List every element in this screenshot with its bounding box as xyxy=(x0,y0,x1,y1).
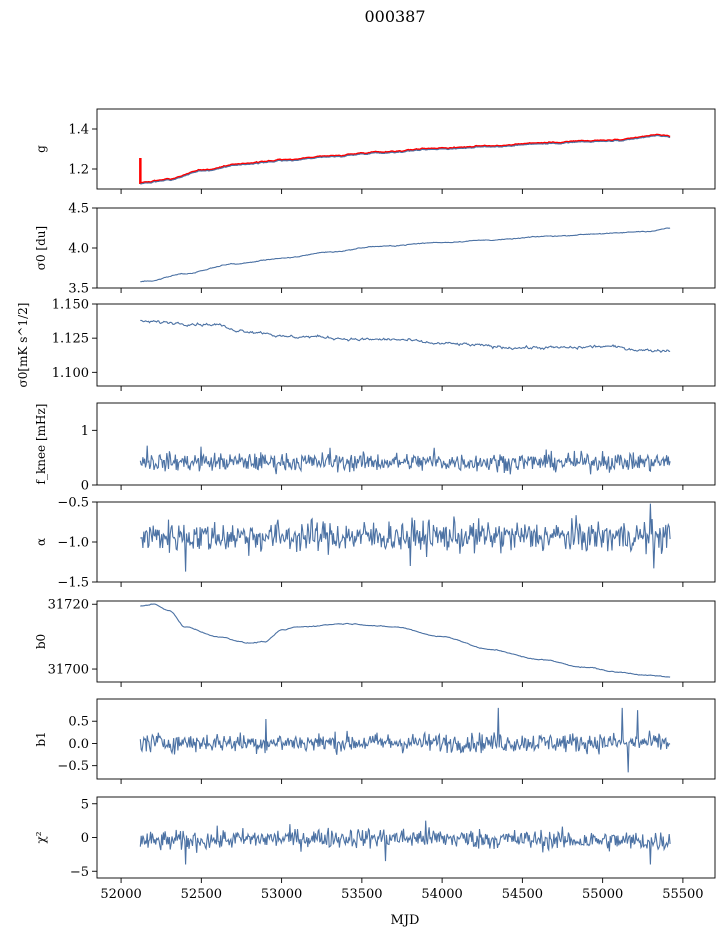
axes-frame-sigma0_du xyxy=(96,207,716,289)
series-alpha xyxy=(140,503,671,572)
axes-frame-g xyxy=(96,108,716,190)
panel-sigma0_du: 3.5 4.0 4.5 σ0 [du] xyxy=(34,202,716,297)
series-g-highlight xyxy=(140,133,671,185)
ytick-label: 1 xyxy=(81,424,89,439)
y-axis-label-g: g xyxy=(34,145,48,153)
y-axis-label-b1: b1 xyxy=(34,731,48,746)
ytick-label: −0.5 xyxy=(57,496,89,511)
y-axis-label-sigma0_mk: σ0[mK s^1/2] xyxy=(16,303,30,388)
axes-frame-chi2 xyxy=(96,796,716,879)
panel-b0: 31700 31720 b0 xyxy=(34,598,716,687)
y-axis-label-fknee: f_knee [mHz] xyxy=(34,404,48,485)
panels-group: 1.2 1.4 g 3.5 4.0 4.5 σ0 [du] 1.100 1.125 1.150 σ0… xyxy=(16,108,716,902)
series-sigma0_mk xyxy=(140,319,671,353)
ytick-label: 1.2 xyxy=(68,163,89,178)
axes-frame-sigma0_mk xyxy=(96,303,716,387)
xtick-label: 52500 xyxy=(181,887,222,902)
y-axis-label-chi2: χ² xyxy=(34,831,48,843)
ytick-label: 31700 xyxy=(48,663,89,678)
series-fknee xyxy=(139,445,671,475)
ytick-label: 4.0 xyxy=(68,242,89,257)
xtick-label: 54500 xyxy=(502,887,543,902)
ytick-label: −1.0 xyxy=(57,536,89,551)
ytick-label: 1.100 xyxy=(52,366,89,381)
panel-fknee: 0 1 f_knee [mHz] xyxy=(34,402,716,494)
ytick-label: 31720 xyxy=(48,598,89,613)
x-axis-label: MJD xyxy=(391,913,420,928)
panel-alpha: −1.5 −1.0 −0.5 α xyxy=(34,496,716,591)
y-axis-label-b0: b0 xyxy=(34,634,48,649)
series-chi2 xyxy=(139,820,671,865)
ytick-label: −5 xyxy=(70,865,89,880)
panel-b1: −0.5 0.0 0.5 b1 xyxy=(34,698,716,784)
axes-frame-b1 xyxy=(96,698,716,780)
ytick-label: 1.150 xyxy=(52,298,89,313)
panel-chi2: −5 0 5 52000 52500 53000 53500 54000 54500 55000 5… xyxy=(34,796,716,902)
xtick-label: 55500 xyxy=(662,887,703,902)
panel-sigma0_mk: 1.100 1.125 1.150 σ0[mK s^1/2] xyxy=(16,298,716,391)
xtick-label: 53500 xyxy=(341,887,382,902)
ytick-label: 0 xyxy=(81,831,89,846)
y-axis-label-alpha: α xyxy=(34,538,48,546)
y-axis-label-sigma0_du: σ0 [du] xyxy=(34,226,48,270)
xtick-label: 54000 xyxy=(421,887,462,902)
xtick-label: 53000 xyxy=(261,887,302,902)
series-b0 xyxy=(140,603,671,678)
ytick-label: −0.5 xyxy=(57,759,89,774)
series-sigma0_du xyxy=(140,227,671,283)
axes-frame-b0 xyxy=(96,600,716,683)
panel-g: 1.2 1.4 g xyxy=(34,108,716,194)
series-g xyxy=(140,134,671,185)
ytick-label: 0.5 xyxy=(68,715,89,730)
ytick-label: 5 xyxy=(81,797,89,812)
ytick-label: 0 xyxy=(81,479,89,494)
xtick-label: 55000 xyxy=(582,887,623,902)
ytick-label: −1.5 xyxy=(57,576,89,591)
ytick-label: 3.5 xyxy=(68,282,89,297)
series-b1 xyxy=(139,707,671,773)
ytick-label: 0.0 xyxy=(68,737,89,752)
ytick-label: 4.5 xyxy=(68,202,89,217)
xtick-label: 52000 xyxy=(100,887,141,902)
figure-title: 000387 xyxy=(364,7,425,26)
ytick-label: 1.4 xyxy=(68,123,89,138)
ytick-label: 1.125 xyxy=(52,332,89,347)
axes-frame-fknee xyxy=(96,402,716,486)
